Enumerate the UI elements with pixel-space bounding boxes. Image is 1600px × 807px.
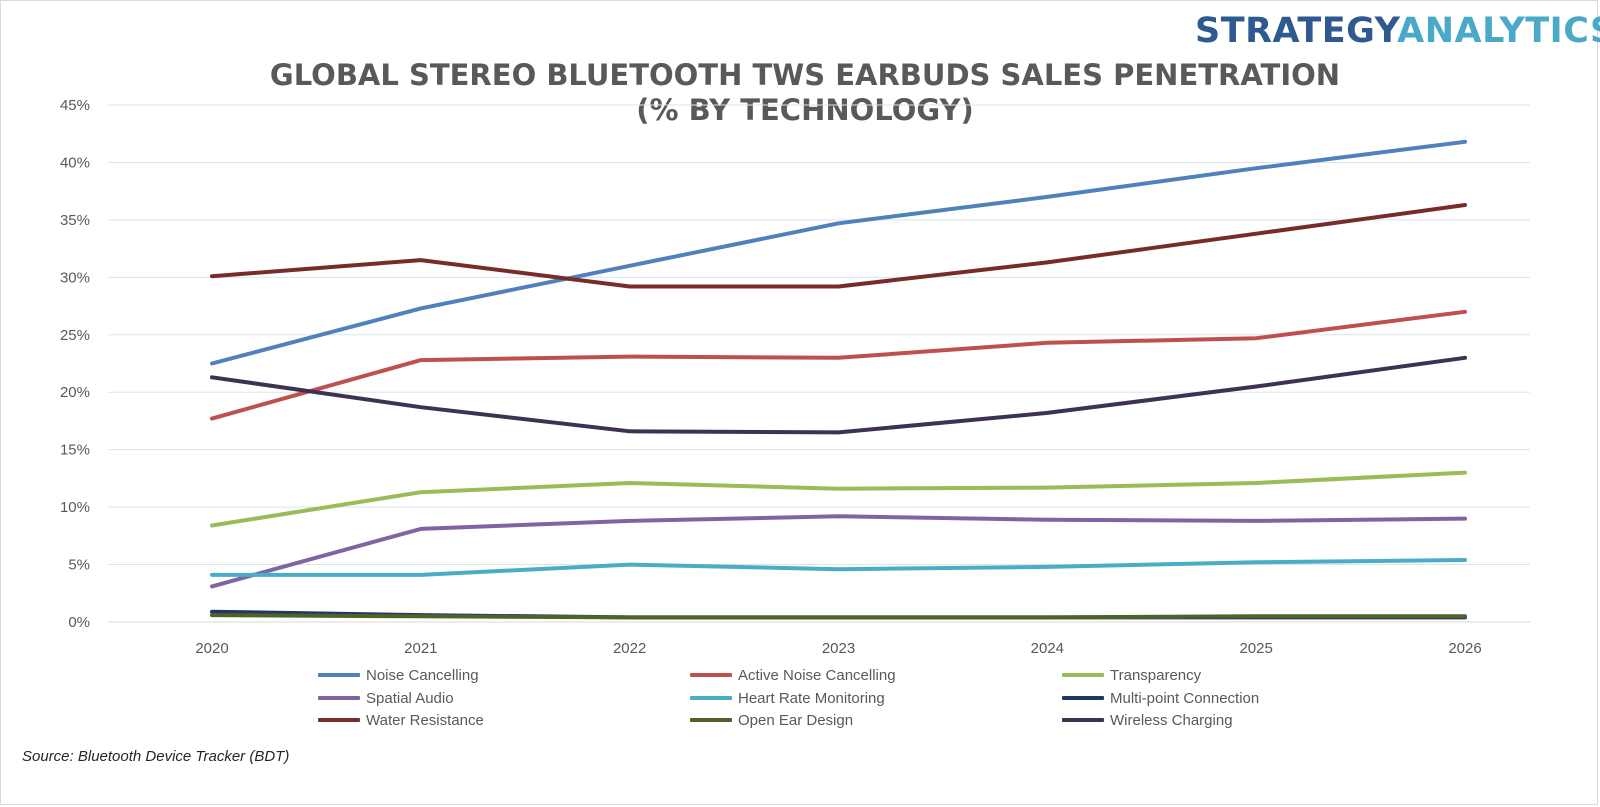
y-tick-label: 20%	[60, 384, 90, 401]
series-line-water-resistance	[210, 203, 1467, 289]
x-tick-label: 2020	[195, 640, 228, 657]
legend-item: Water Resistance	[318, 710, 484, 730]
chart-title: GLOBAL STEREO BLUETOOTH TWS EARBUDS SALE…	[180, 58, 1430, 129]
legend-item: Noise Cancelling	[318, 665, 479, 685]
series-line-spatial-audio	[210, 514, 1467, 589]
y-tick-label: 10%	[60, 499, 90, 516]
legend-swatch	[1062, 718, 1104, 722]
gridlines	[108, 104, 1530, 623]
legend-swatch	[1062, 696, 1104, 700]
legend-item: Multi-point Connection	[1062, 688, 1259, 708]
series-line-noise-cancelling	[210, 139, 1467, 366]
legend-item: Transparency	[1062, 665, 1201, 685]
x-axis-tick-labels: 2020 2021 2022 2023 2024 2025 2026	[195, 640, 1481, 657]
brand-logo: STRATEGYANALYTICS	[1195, 14, 1600, 49]
y-tick-label: 0%	[68, 614, 90, 631]
legend-swatch	[690, 696, 732, 700]
x-tick-label: 2024	[1031, 640, 1064, 657]
brand-logo-part1: STRATEGY	[1195, 11, 1398, 51]
legend-label: Noise Cancelling	[366, 666, 479, 684]
y-tick-label: 25%	[60, 327, 90, 344]
y-axis-tick-labels: 0% 5% 10% 15% 20% 25% 30% 35% 40% 45%	[60, 97, 90, 631]
legend-swatch	[690, 718, 732, 722]
brand-logo-part2: ANALYTICS	[1397, 11, 1600, 51]
legend-label: Water Resistance	[366, 711, 484, 729]
legend-swatch	[318, 718, 360, 722]
series-line-transparency	[210, 470, 1467, 528]
x-tick-label: 2026	[1448, 640, 1481, 657]
y-tick-label: 45%	[60, 97, 90, 114]
legend-swatch	[318, 673, 360, 677]
legend-label: Spatial Audio	[366, 689, 454, 707]
legend-item: Wireless Charging	[1062, 710, 1233, 730]
x-tick-label: 2022	[613, 640, 646, 657]
series-line-open-ear-design	[210, 613, 1467, 620]
legend-label: Multi-point Connection	[1110, 689, 1260, 707]
legend-label: Wireless Charging	[1110, 711, 1233, 729]
y-tick-label: 40%	[60, 154, 90, 171]
series-line-heart-rate-monitoring	[210, 558, 1467, 577]
source-note: Source: Bluetooth Device Tracker (BDT)	[22, 748, 290, 765]
x-tick-label: 2021	[404, 640, 437, 657]
legend-swatch	[318, 696, 360, 700]
y-tick-label: 30%	[60, 269, 90, 286]
legend-item: Open Ear Design	[690, 710, 853, 730]
legend-item: Spatial Audio	[318, 688, 454, 708]
legend-item: Heart Rate Monitoring	[690, 688, 885, 708]
legend-label: Active Noise Cancelling	[738, 666, 896, 684]
x-tick-label: 2025	[1239, 640, 1272, 657]
series-line-wireless-charging	[210, 355, 1467, 435]
legend-label: Open Ear Design	[738, 711, 854, 729]
legend-label: Transparency	[1110, 666, 1202, 684]
series-line-active-noise-cancelling	[210, 309, 1467, 421]
series-lines	[210, 139, 1467, 620]
legend-swatch	[690, 673, 732, 677]
legend-label: Heart Rate Monitoring	[738, 689, 885, 707]
chart-title-line1: GLOBAL STEREO BLUETOOTH TWS EARBUDS SALE…	[269, 58, 1341, 92]
legend-swatch	[1062, 673, 1104, 677]
x-tick-label: 2023	[822, 640, 855, 657]
y-tick-label: 35%	[60, 212, 90, 229]
chart-title-line2: (% BY TECHNOLOGY)	[636, 93, 974, 128]
y-tick-label: 5%	[68, 557, 90, 574]
y-tick-label: 15%	[60, 442, 90, 459]
legend-item: Active Noise Cancelling	[690, 665, 896, 685]
